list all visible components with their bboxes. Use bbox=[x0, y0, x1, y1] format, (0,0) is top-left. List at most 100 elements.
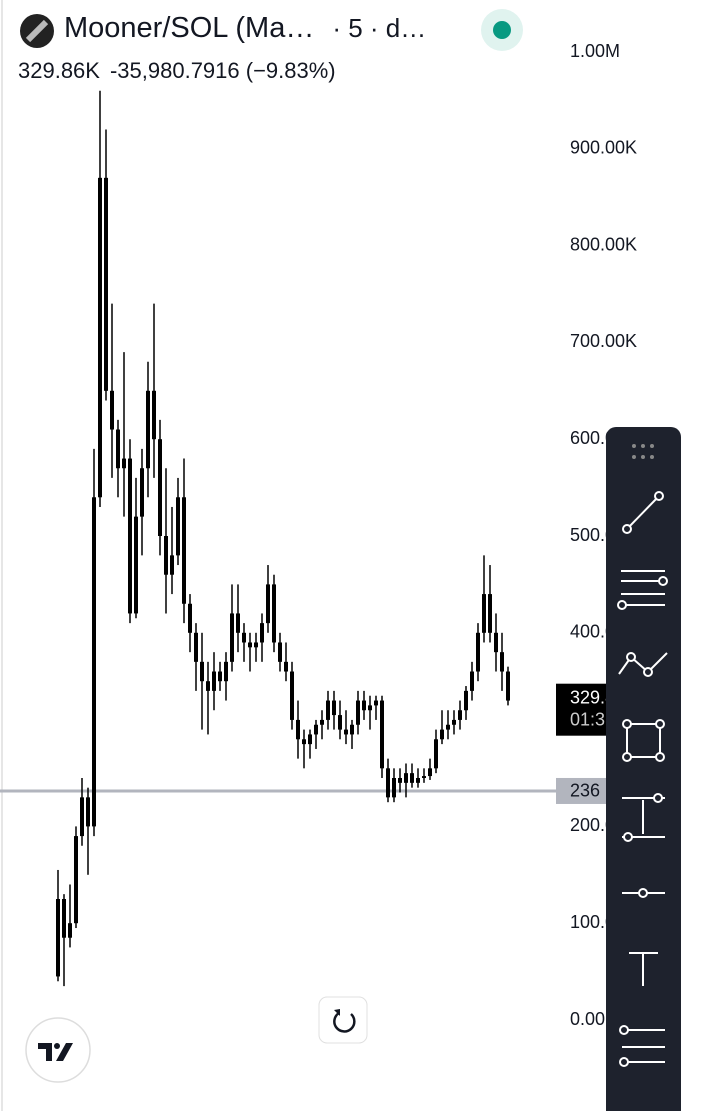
candle-body bbox=[224, 661, 228, 682]
candle-body bbox=[194, 632, 198, 662]
drag-handle[interactable] bbox=[632, 444, 654, 459]
candle-body bbox=[434, 739, 438, 769]
interval[interactable]: · 5 · d… bbox=[332, 13, 427, 43]
candle-body bbox=[422, 776, 426, 778]
candle-body bbox=[74, 836, 78, 924]
symbol[interactable]: Mooner/SOL (Ma… bbox=[64, 12, 315, 44]
price-header: 329.86K -35,980.7916 (−9.83%) bbox=[18, 58, 336, 84]
hline-label: 236 bbox=[570, 781, 600, 801]
candle-body bbox=[146, 390, 150, 469]
text-tool[interactable] bbox=[629, 952, 658, 986]
y-tick-label: 800.00K bbox=[570, 234, 637, 254]
candle-body bbox=[62, 899, 66, 938]
candle-body bbox=[236, 613, 240, 633]
candle-body bbox=[494, 632, 498, 653]
candle-body bbox=[248, 642, 252, 648]
countdown: 01:3 bbox=[570, 709, 605, 729]
candle-body bbox=[152, 390, 156, 440]
candle-body bbox=[386, 768, 390, 798]
candle-body bbox=[188, 603, 192, 633]
y-tick-label: 1.00M bbox=[570, 41, 620, 61]
candle-body bbox=[92, 497, 96, 827]
toolbar bbox=[606, 427, 681, 1111]
candle-body bbox=[278, 642, 282, 662]
y-tick-label: 900.00K bbox=[570, 138, 637, 158]
candle-body bbox=[476, 632, 480, 672]
candle-body bbox=[374, 700, 378, 706]
candle-body bbox=[56, 899, 60, 977]
candle-body bbox=[350, 724, 354, 735]
tradingview-logo[interactable] bbox=[25, 1017, 91, 1083]
candle-body bbox=[302, 739, 306, 745]
candle-body bbox=[362, 700, 366, 711]
candle-body bbox=[488, 594, 492, 633]
candle-body bbox=[200, 661, 204, 682]
candle-body bbox=[482, 594, 486, 633]
candle-body bbox=[344, 729, 348, 735]
candle-body bbox=[284, 661, 288, 672]
candle-body bbox=[314, 724, 318, 735]
candle-body bbox=[398, 778, 402, 783]
candle-body bbox=[122, 458, 126, 469]
horizontal-line-tool[interactable] bbox=[622, 888, 665, 898]
parallel-lines-tool[interactable] bbox=[617, 570, 668, 610]
change: -35,980.7916 (−9.83%) bbox=[109, 58, 336, 83]
candle-body bbox=[80, 797, 84, 837]
rectangle-tool[interactable] bbox=[622, 719, 665, 762]
candle-body bbox=[272, 584, 276, 643]
candle-body bbox=[266, 584, 270, 624]
y-tick-label: 0.00 bbox=[570, 1009, 605, 1029]
path-tool[interactable] bbox=[618, 652, 668, 677]
candle-body bbox=[260, 623, 264, 643]
candle-body bbox=[458, 710, 462, 720]
candle-body bbox=[68, 923, 72, 938]
candle-body bbox=[338, 715, 342, 730]
candle-body bbox=[464, 690, 468, 711]
candle-body bbox=[506, 671, 510, 701]
candle-body bbox=[86, 797, 90, 827]
candle-body bbox=[296, 719, 300, 740]
candle-body bbox=[380, 700, 384, 769]
candle-body bbox=[320, 719, 324, 725]
toolbar-bg bbox=[606, 427, 681, 1111]
candle-body bbox=[164, 536, 168, 575]
candle-body bbox=[332, 700, 336, 716]
candle-body bbox=[254, 642, 258, 648]
candle-body bbox=[176, 497, 180, 556]
candle-body bbox=[98, 177, 102, 498]
candle-body bbox=[410, 773, 414, 783]
fib-tool[interactable] bbox=[619, 1025, 665, 1067]
price: 329.86K bbox=[18, 58, 100, 83]
symbol-header[interactable]: Mooner/SOL (Ma… · 5 · d… bbox=[64, 12, 426, 45]
candle-body bbox=[308, 734, 312, 745]
candle-body bbox=[368, 705, 372, 711]
candle-body bbox=[104, 177, 108, 391]
candle-body bbox=[230, 613, 234, 662]
candle-body bbox=[128, 458, 132, 614]
candle-body bbox=[182, 497, 186, 604]
candle-body bbox=[452, 719, 456, 725]
candle-body bbox=[212, 671, 216, 691]
candle-body bbox=[158, 439, 162, 536]
candle-body bbox=[242, 632, 246, 643]
candle-body bbox=[416, 778, 420, 783]
candle-body bbox=[428, 768, 432, 777]
candle-body bbox=[356, 700, 360, 725]
trend-line-tool[interactable] bbox=[622, 491, 664, 534]
candle-body bbox=[446, 724, 450, 730]
candle-body bbox=[140, 468, 144, 517]
candle-body bbox=[110, 390, 114, 430]
candle-body bbox=[116, 429, 120, 469]
candle-body bbox=[218, 671, 222, 682]
candle-body bbox=[206, 681, 210, 691]
y-tick-label: 700.00K bbox=[570, 331, 637, 351]
candle-body bbox=[500, 652, 504, 672]
measure-tool[interactable] bbox=[622, 793, 665, 842]
candle-body bbox=[326, 700, 330, 720]
reset-button[interactable] bbox=[318, 996, 368, 1044]
candle-body bbox=[134, 516, 138, 614]
candle-body bbox=[404, 773, 408, 783]
